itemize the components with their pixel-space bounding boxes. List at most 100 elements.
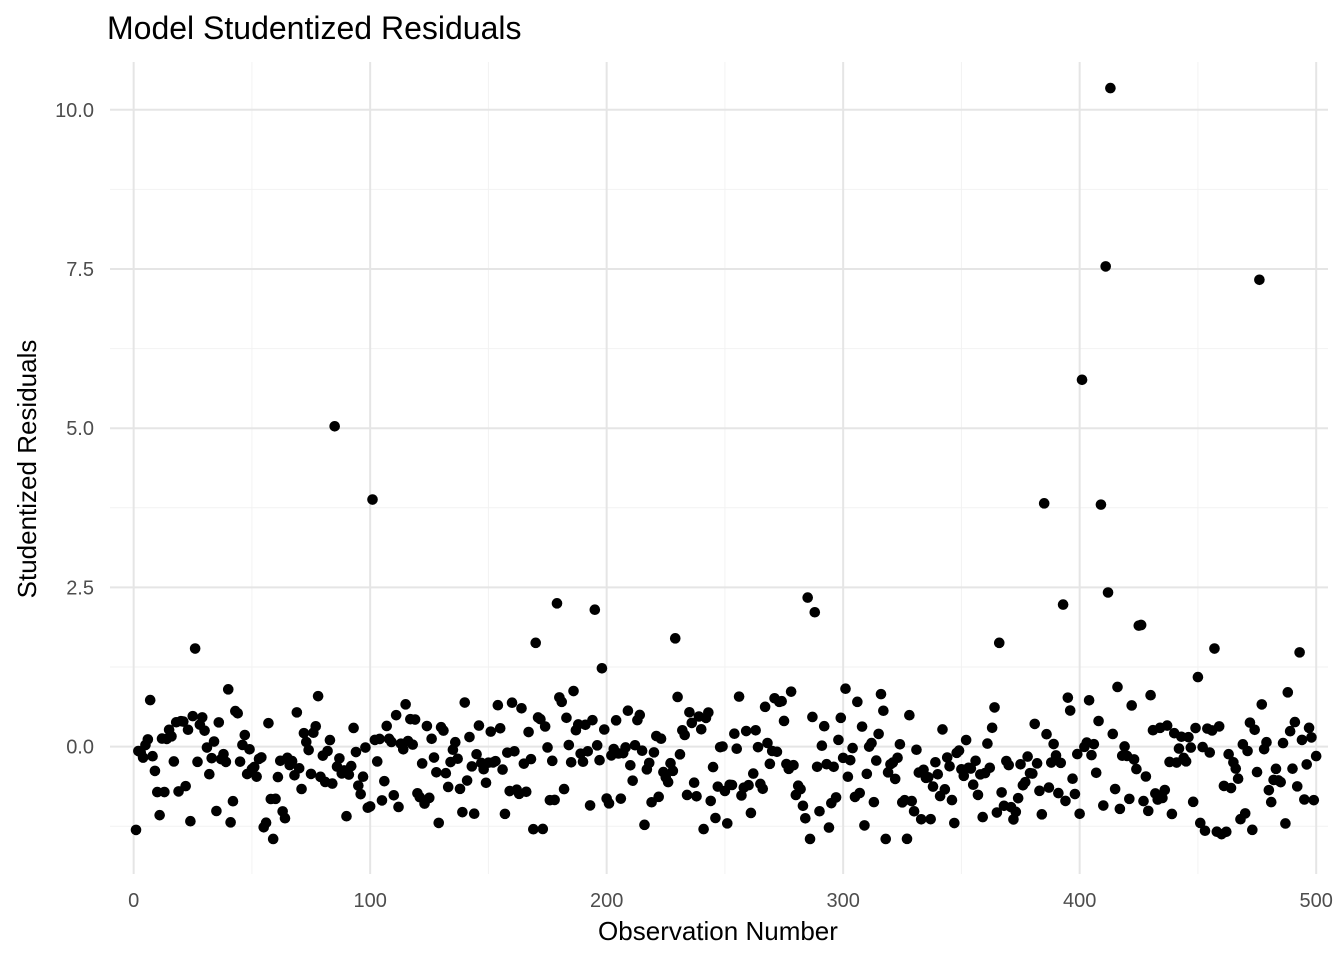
residual-point [1019,776,1031,788]
residual-point [211,805,222,817]
residual-point [1180,756,1192,767]
outlier-point [329,420,340,432]
residual-point [764,758,776,770]
residual-point [1284,725,1296,737]
residual-point [596,662,608,674]
residual-point [908,805,920,817]
residual-point [272,771,284,783]
outlier-point [802,592,813,603]
residual-point [733,691,745,702]
residual-point [454,783,466,795]
y-axis-tick-labels: 0.0 2.5 5.0 7.5 10.0 [55,100,94,759]
residual-point [185,815,196,827]
outlier-point [669,633,681,644]
residual-point [894,738,906,750]
residual-point [681,789,693,801]
residual-point [698,823,709,835]
residual-point [291,707,303,718]
outlier-point [1209,643,1220,654]
residual-point [911,744,922,756]
residual-point [397,744,409,755]
residual-point [142,734,154,745]
residual-point [844,754,856,766]
residual-point [944,761,955,772]
x-tick-label: 300 [826,890,859,912]
residual-point [1114,803,1126,815]
residual-point [523,726,534,738]
residual-point [842,771,854,783]
residual-point [1173,743,1185,754]
residual-point [759,701,771,713]
residual-point [348,722,359,734]
residual-point [807,711,818,723]
residual-point [442,781,454,793]
residual-point [615,793,627,804]
residual-point [565,756,577,768]
residual-point [144,694,156,706]
residual-point [440,767,452,779]
residual-point [199,725,210,736]
residual-point [717,741,728,752]
residual-point [364,801,376,812]
residual-point [1251,766,1263,778]
outlier-point [589,604,601,616]
residual-point [1098,800,1109,811]
residual-point [248,761,260,773]
residual-point [634,709,646,721]
y-axis-label: Studentized Residuals [12,340,42,599]
residual-point [788,759,799,771]
residual-point [312,690,324,702]
residual-point [1303,722,1315,734]
outlier-point [1294,647,1305,658]
residual-point [873,728,884,740]
residual-point [989,702,1000,713]
residual-point [213,717,225,728]
chart-title: Model Studentized Residuals [107,10,521,46]
residual-point [539,721,551,732]
residual-point [1048,738,1059,750]
residual-point [1159,784,1171,796]
outlier-point [1038,498,1050,509]
residual-point [1239,808,1251,819]
residual-point [785,686,797,697]
residual-point [918,764,929,776]
residual-point [939,784,951,795]
residual-point [1185,742,1197,753]
residual-point [400,699,411,710]
residual-point [1299,794,1310,805]
residual-point [187,710,199,722]
residual-point [1060,795,1071,807]
residual-point [1296,734,1308,746]
residual-point [1119,741,1130,752]
residual-point [970,755,981,767]
residual-point [620,742,631,753]
residual-point [1053,787,1064,799]
residual-point [1306,732,1317,743]
residual-point [986,722,998,734]
residual-point [464,731,475,743]
outlier-point [1102,587,1114,598]
residual-point [930,756,941,768]
residual-point [433,817,445,829]
residual-point [286,755,298,767]
residual-point [1027,768,1038,779]
residual-point [324,734,336,746]
residual-point [707,761,719,773]
residual-point [549,794,560,806]
residual-point [866,737,877,749]
residual-point [906,795,918,807]
residual-point [833,734,844,746]
residual-point [1232,773,1244,785]
residual-point [376,795,388,806]
residual-point [166,731,177,742]
residual-point [703,707,714,718]
residual-point [355,788,366,800]
residual-point [1166,808,1178,820]
residual-point [636,745,648,756]
residual-point [1261,736,1272,748]
residual-point [431,766,442,778]
residual-point [1090,767,1102,779]
residual-point [466,761,478,772]
residual-point [868,796,880,808]
residual-point [428,752,440,763]
